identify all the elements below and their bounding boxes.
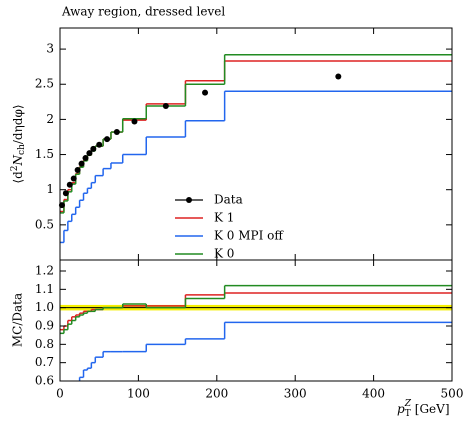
x-axis-label: pTZ [GeV] — [397, 399, 450, 419]
data-point — [78, 160, 85, 167]
x-tick-label: 0 — [56, 387, 64, 401]
data-point — [162, 103, 169, 110]
y-tick-label: 2.5 — [35, 77, 54, 91]
y-tick-label: 0.5 — [35, 217, 54, 231]
data-point — [96, 141, 103, 148]
x-tick-label: 400 — [362, 387, 385, 401]
y-tick-label: 3 — [46, 42, 54, 56]
legend-label: K 0 — [214, 247, 234, 261]
data-point — [131, 118, 138, 125]
plot-area — [60, 284, 452, 381]
data-point — [90, 145, 97, 152]
data-point — [62, 190, 69, 197]
chart-title: Away region, dressed level — [61, 5, 225, 19]
data-point — [66, 181, 73, 188]
x-tick-label: 500 — [441, 387, 464, 401]
y-tick-label: 1.2 — [35, 264, 54, 278]
y-tick-label: 1.5 — [35, 147, 54, 161]
data-point — [82, 155, 89, 162]
x-tick-label: 200 — [205, 387, 228, 401]
data-point — [86, 150, 93, 157]
legend-label: K 0 MPI off — [214, 229, 284, 243]
x-tick-label: 100 — [127, 387, 150, 401]
y-tick-label: 1 — [46, 182, 54, 196]
plot-frame — [59, 259, 453, 382]
legend-label: Data — [214, 193, 243, 207]
plot-area — [60, 53, 452, 244]
data-point — [74, 167, 81, 174]
y-axis-label: ⟨d2Nch/dηdφ⟩ — [10, 104, 27, 183]
y-tick-label: 0.8 — [35, 337, 54, 351]
y-tick-label: 0.9 — [35, 319, 54, 333]
data-point — [113, 129, 120, 136]
data-point — [335, 73, 342, 80]
data-point — [104, 136, 111, 143]
data-point — [70, 175, 77, 182]
y-tick-label: 0.6 — [35, 374, 54, 388]
plot-frame — [59, 27, 453, 261]
legend-label: K 1 — [214, 211, 234, 225]
y-tick-label: 0.7 — [35, 355, 54, 369]
y-tick-label: 1.0 — [35, 300, 54, 314]
legend-marker — [186, 197, 192, 203]
x-tick-label: 300 — [284, 387, 307, 401]
y-tick-label: 2 — [46, 112, 54, 126]
ratio-y-label: MC/Data — [11, 293, 25, 347]
data-point — [202, 89, 209, 96]
y-tick-label: 1.1 — [35, 282, 54, 296]
